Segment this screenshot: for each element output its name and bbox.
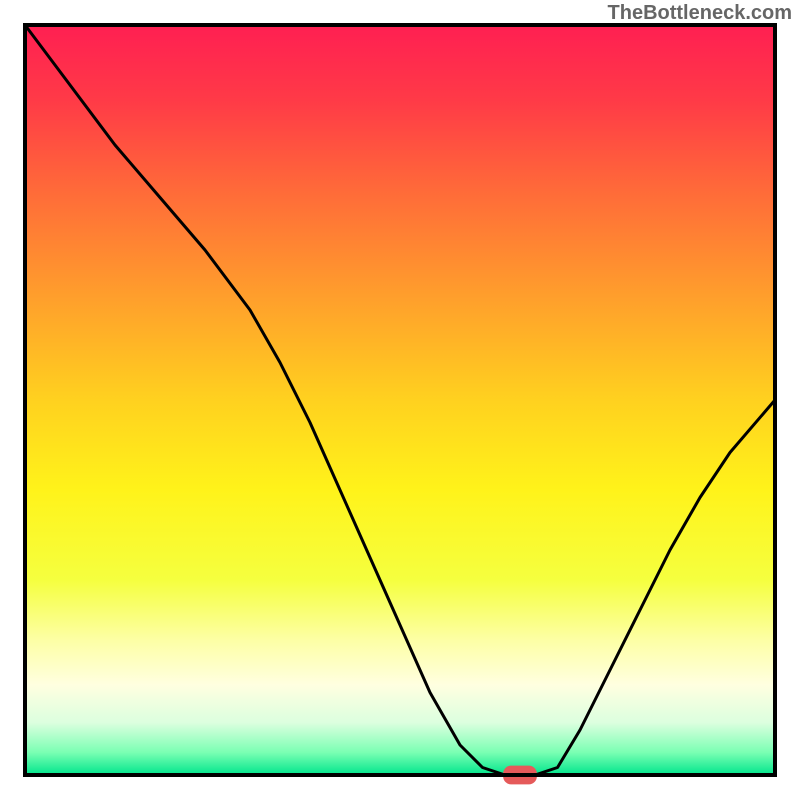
chart-gradient-background xyxy=(25,25,775,775)
watermark-text: TheBottleneck.com xyxy=(608,2,792,25)
